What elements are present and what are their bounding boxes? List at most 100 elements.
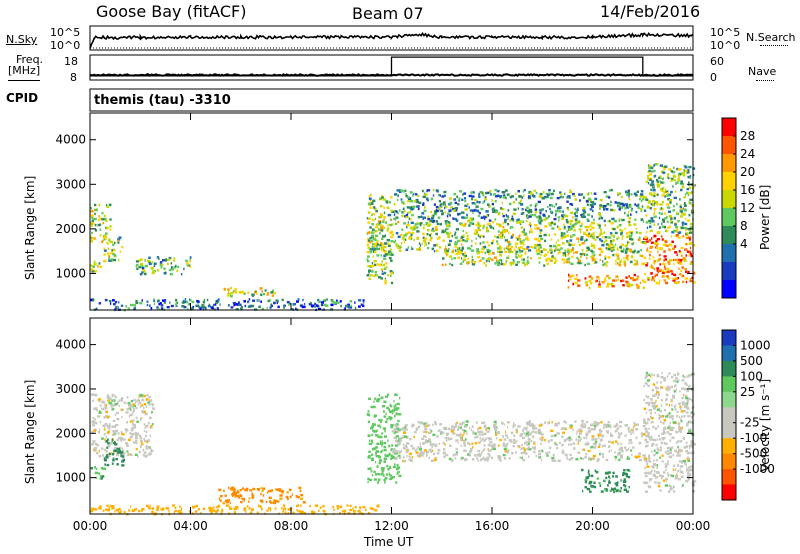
power-panel-cell: [592, 232, 595, 235]
power-panel-cell: [610, 249, 613, 252]
power-panel-cell: [566, 240, 569, 243]
velocity-panel-cell: [686, 402, 689, 405]
power-panel-cell: [680, 207, 684, 210]
power-panel-cell: [466, 237, 470, 241]
power-panel-cell: [683, 164, 687, 168]
velocity-panel-cell: [670, 486, 672, 489]
velocity-panel-cell: [495, 423, 497, 426]
power-panel-cell: [297, 298, 300, 301]
velocity-panel-cell: [416, 447, 418, 450]
nsky-label: N.Sky: [6, 33, 38, 46]
power-panel-cell: [103, 259, 107, 263]
velocity-panel-cell: [574, 420, 577, 423]
velocity-panel-cell: [141, 398, 145, 402]
velocity-panel-cell: [567, 443, 570, 446]
velocity-panel-cell: [120, 399, 123, 402]
power-panel-cell: [189, 258, 191, 261]
power-panel-cell: [105, 226, 109, 230]
velocity-panel-cell: [103, 459, 107, 462]
power-panel-cell: [684, 166, 688, 169]
power-panel-cell: [682, 174, 685, 177]
velocity-panel-cell: [644, 490, 648, 493]
power-panel-cell: [521, 250, 524, 253]
power-panel-cell: [571, 243, 575, 246]
power-panel-cell: [638, 231, 642, 235]
velocity-panel-cell: [396, 393, 398, 396]
power-panel-cell: [141, 271, 144, 274]
power-panel-cell: [409, 226, 413, 230]
velocity-panel-cell: [645, 481, 649, 485]
power-panel-cell: [640, 248, 642, 252]
velocity-panel-cell: [384, 430, 386, 433]
power-panel-cell: [377, 216, 380, 219]
power-panel-cell: [475, 237, 477, 240]
power-panel-cell: [565, 254, 567, 257]
power-panel-cell: [383, 245, 387, 249]
power-panel-cell: [462, 234, 465, 237]
power-panel-cell: [523, 261, 525, 265]
power-panel-cell: [478, 223, 480, 226]
velocity-panel-cell: [107, 508, 110, 512]
velocity-panel-cell: [379, 425, 382, 429]
velocity-panel-cell: [436, 452, 440, 455]
power-panel-cell: [390, 274, 392, 277]
power-panel-cell: [677, 168, 681, 171]
power-panel-cell: [158, 299, 160, 302]
power-panel-cell: [687, 219, 690, 222]
velocity-panel-cell: [393, 424, 397, 427]
velocity-panel-cell: [497, 457, 500, 460]
velocity-panel-cell: [101, 400, 105, 403]
velocity-panel-cell: [676, 451, 680, 454]
power-panel-cell: [634, 262, 639, 266]
power-panel-cell: [676, 253, 678, 257]
power-panel-cell: [541, 197, 545, 200]
velocity-panel-cell: [524, 442, 526, 445]
velocity-panel-cell: [692, 442, 696, 446]
xtick-label: 20:00: [575, 519, 610, 533]
velocity-panel-cell: [385, 412, 387, 415]
power-panel-cell: [403, 222, 406, 225]
velocity-panel-cell: [385, 420, 388, 424]
power-panel-cell: [669, 201, 672, 204]
power-panel-cell: [465, 216, 468, 219]
power-panel-cell: [639, 197, 641, 201]
power-panel-cell: [218, 298, 220, 301]
power-panel-cell: [671, 231, 675, 234]
power-panel-cell: [444, 222, 448, 225]
power-panel-cell: [522, 230, 525, 233]
power-panel-cell: [660, 181, 663, 184]
velocity-panel-cell: [650, 471, 653, 474]
power-panel-cell: [649, 192, 653, 195]
velocity-panel-cell: [366, 413, 369, 416]
power-panel-cell: [563, 223, 565, 226]
power-panel-cell: [689, 175, 692, 178]
velocity-panel-cell: [691, 372, 694, 376]
velocity-panel-cell: [650, 415, 652, 419]
power-panel-cell: [469, 221, 473, 225]
velocity-colorbar-tick-label: 100: [740, 369, 763, 383]
velocity-panel-cell: [391, 430, 396, 433]
velocity-panel-cell: [656, 438, 659, 441]
velocity-panel-cell: [669, 447, 673, 450]
power-panel-cell: [551, 227, 555, 230]
power-panel-cell: [373, 274, 376, 278]
power-panel-cell: [596, 236, 599, 239]
velocity-panel-cell: [670, 385, 673, 389]
velocity-panel-cell: [464, 438, 467, 441]
power-panel-cell: [599, 198, 603, 202]
power-panel-cell: [582, 196, 585, 199]
power-panel-cell: [458, 239, 462, 242]
power-panel-cell: [497, 230, 500, 233]
velocity-panel-cell: [122, 438, 126, 441]
velocity-panel-cell: [660, 387, 662, 390]
velocity-panel-cell: [378, 478, 381, 481]
power-panel-cell: [368, 241, 372, 244]
power-panel-cell: [543, 218, 547, 221]
power-panel-cell: [214, 303, 217, 306]
velocity-panel-cell: [467, 442, 470, 445]
velocity-panel-cell: [98, 455, 102, 458]
velocity-panel-cell: [261, 500, 264, 504]
power-panel-cell: [628, 223, 632, 227]
power-panel-cell: [504, 229, 507, 232]
velocity-panel-cell: [598, 428, 601, 432]
